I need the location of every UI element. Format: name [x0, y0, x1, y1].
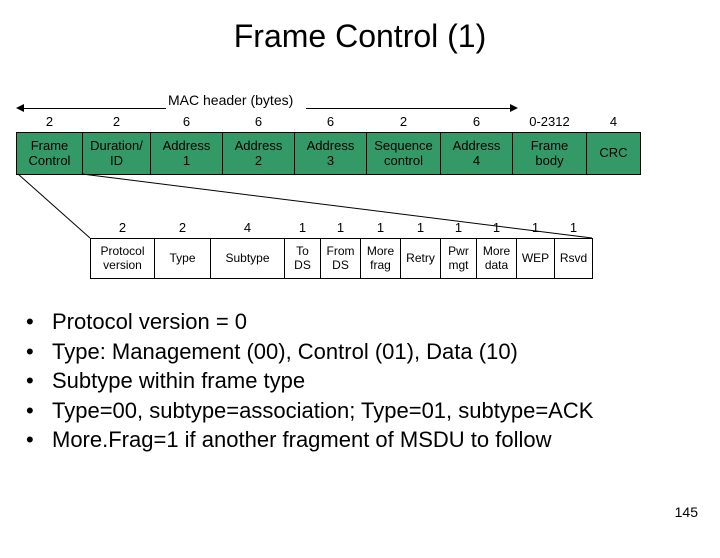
mac-arrow-right-head — [510, 104, 518, 112]
frame-size-cell: 0-2312 — [513, 112, 587, 132]
bullet-dot: • — [26, 397, 52, 425]
slide-title: Frame Control (1) — [0, 18, 720, 55]
bullet-text: Subtype within frame type — [52, 367, 305, 395]
bullet-item: •Protocol version = 0 — [26, 308, 704, 336]
ctrl-field-cell: Protocolversion — [91, 238, 155, 278]
frame-field-cell: CRC — [587, 132, 641, 174]
ctrl-field-cell: Subtype — [211, 238, 285, 278]
frame-field-cell: Address4 — [441, 132, 513, 174]
ctrl-size-cell: 2 — [155, 218, 211, 238]
bullet-item: •Subtype within frame type — [26, 367, 704, 395]
frame-field-cell: FrameControl — [17, 132, 83, 174]
frame-field-cell: Framebody — [513, 132, 587, 174]
frame-size-cell: 6 — [295, 112, 367, 132]
frame-size-cell: 6 — [151, 112, 223, 132]
ctrl-field-cell: WEP — [517, 238, 555, 278]
mac-arrow-right — [306, 108, 512, 109]
bullet-dot: • — [26, 367, 52, 395]
ctrl-size-cell: 2 — [91, 218, 155, 238]
frame-field-cell: Duration/ID — [83, 132, 151, 174]
bullet-item: •Type: Management (00), Control (01), Da… — [26, 338, 704, 366]
ctrl-field-cell: FromDS — [321, 238, 361, 278]
ctrl-field-cell: Morefrag — [361, 238, 401, 278]
frame-size-cell: 2 — [83, 112, 151, 132]
frame-field-cell: Address2 — [223, 132, 295, 174]
ctrl-field-cell: Pwrmgt — [441, 238, 477, 278]
ctrl-size-cell: 1 — [401, 218, 441, 238]
frame-field-cell: Address3 — [295, 132, 367, 174]
ctrl-size-cell: 1 — [361, 218, 401, 238]
ctrl-size-cell: 4 — [211, 218, 285, 238]
ctrl-field-cell: Rsvd — [555, 238, 593, 278]
ctrl-field-cell: Retry — [401, 238, 441, 278]
bullet-text: Protocol version = 0 — [52, 308, 247, 336]
frame-control-detail-table: 22411111111 ProtocolversionTypeSubtypeTo… — [90, 218, 593, 279]
frame-field-cell: Address1 — [151, 132, 223, 174]
bullet-dot: • — [26, 426, 52, 454]
ctrl-field-cell: ToDS — [285, 238, 321, 278]
ctrl-size-cell: 1 — [285, 218, 321, 238]
ctrl-size-cell: 1 — [321, 218, 361, 238]
frame-size-cell: 6 — [223, 112, 295, 132]
bullet-text: Type=00, subtype=association; Type=01, s… — [52, 397, 593, 425]
bullet-text: More.Frag=1 if another fragment of MSDU … — [52, 426, 552, 454]
mac-arrow-left-head — [16, 104, 24, 112]
ctrl-size-cell: 1 — [441, 218, 477, 238]
ctrl-size-cell: 1 — [477, 218, 517, 238]
bullet-text: Type: Management (00), Control (01), Dat… — [52, 338, 518, 366]
mac-header-label: MAC header (bytes) — [168, 92, 293, 108]
frame-size-cell: 6 — [441, 112, 513, 132]
ctrl-size-cell: 1 — [517, 218, 555, 238]
page-number: 145 — [675, 504, 698, 520]
bullet-dot: • — [26, 308, 52, 336]
frame-size-cell: 2 — [17, 112, 83, 132]
frame-field-cell: Sequencecontrol — [367, 132, 441, 174]
ctrl-field-cell: Type — [155, 238, 211, 278]
frame-structure-table: 22666260-23124 FrameControlDuration/IDAd… — [16, 112, 641, 175]
bullet-item: •Type=00, subtype=association; Type=01, … — [26, 397, 704, 425]
frame-size-cell: 2 — [367, 112, 441, 132]
bullet-item: •More.Frag=1 if another fragment of MSDU… — [26, 426, 704, 454]
ctrl-field-cell: Moredata — [477, 238, 517, 278]
ctrl-size-cell: 1 — [555, 218, 593, 238]
mac-arrow-left — [20, 108, 166, 109]
frame-size-cell: 4 — [587, 112, 641, 132]
bullet-dot: • — [26, 338, 52, 366]
bullet-list: •Protocol version = 0•Type: Management (… — [26, 308, 704, 456]
